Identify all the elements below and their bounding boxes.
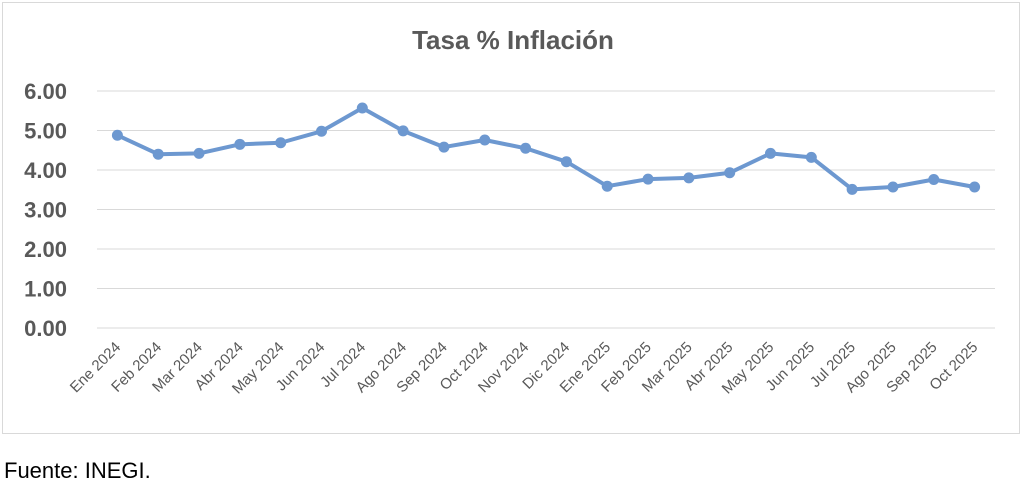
data-point: [397, 125, 409, 137]
data-point: [887, 181, 899, 193]
data-point: [765, 147, 776, 159]
y-tick-label: 5.00: [24, 119, 67, 144]
data-point: [846, 183, 858, 195]
data-point: [234, 138, 246, 150]
y-tick-label: 0.00: [24, 316, 67, 341]
source-note: Fuente: INEGI.: [4, 458, 151, 483]
data-point: [275, 137, 287, 149]
line-chart: Tasa % Inflación 0.00 1.00 2.00 3.00 4.00 5.0…: [24, 25, 995, 398]
gridlines: [97, 90, 995, 329]
y-axis-ticks: 0.00 1.00 2.00 3.00 4.00 5.00 6.00: [24, 79, 67, 341]
data-point: [805, 151, 817, 163]
data-point: [111, 129, 123, 141]
data-point: [520, 142, 532, 154]
y-tick-label: 3.00: [24, 198, 67, 223]
data-point: [152, 148, 164, 160]
data-point: [438, 141, 450, 153]
y-tick-label: 1.00: [24, 277, 67, 302]
data-point: [928, 173, 940, 185]
data-point: [969, 181, 981, 193]
y-tick-label: 4.00: [24, 158, 67, 183]
chart-area: Tasa % Inflación 0.00 1.00 2.00 3.00 4.00 5.0…: [2, 2, 1020, 434]
data-point: [316, 125, 327, 137]
data-point: [642, 173, 654, 185]
data-points: [111, 102, 981, 195]
y-tick-label: 6.00: [24, 79, 67, 104]
chart-title: Tasa % Inflación: [412, 25, 614, 55]
series-line: [115, 105, 977, 192]
data-point: [724, 167, 736, 179]
data-point: [193, 147, 205, 159]
data-point: [356, 102, 368, 114]
y-tick-label: 2.00: [24, 237, 67, 262]
data-point: [683, 172, 695, 184]
data-point: [479, 134, 491, 146]
data-point: [560, 156, 572, 168]
data-point: [601, 180, 613, 192]
